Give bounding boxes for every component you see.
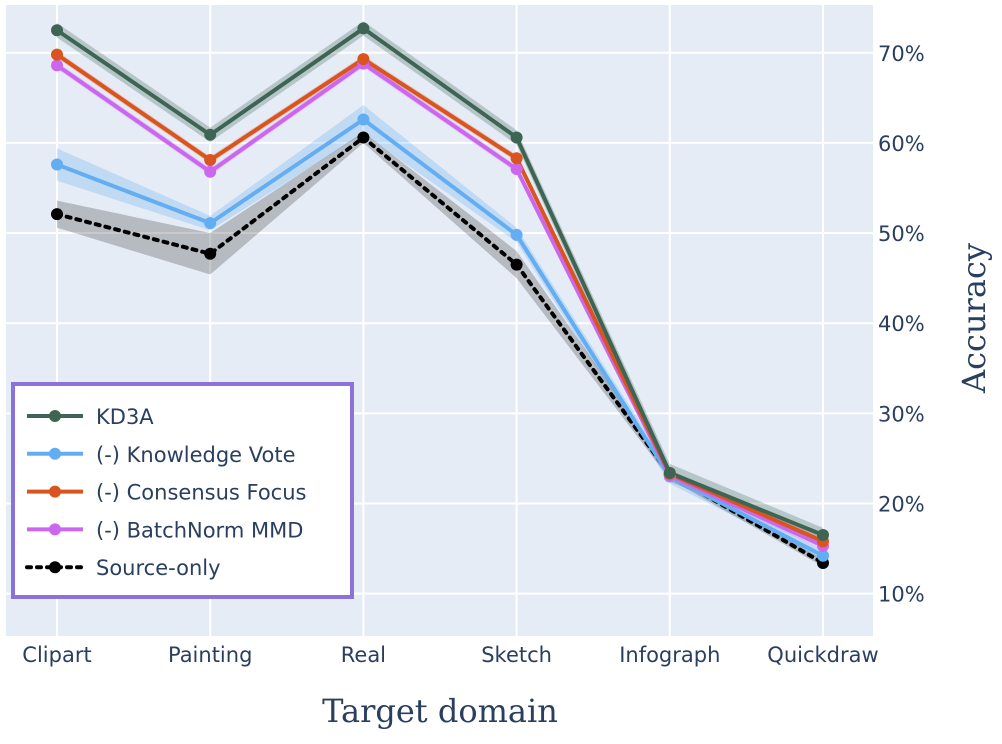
legend-item[interactable]: KD3A: [27, 405, 154, 429]
data-point: [357, 53, 370, 66]
legend-item[interactable]: Source-only: [25, 556, 221, 580]
data-point: [51, 59, 63, 72]
data-point: [204, 217, 217, 230]
x-tick-label: Quickdraw: [767, 643, 878, 667]
data-point: [51, 24, 63, 37]
legend-label: (-) Knowledge Vote: [96, 443, 296, 467]
legend-item[interactable]: (-) Consensus Focus: [27, 481, 306, 505]
data-point: [51, 208, 63, 221]
legend-item[interactable]: (-) Knowledge Vote: [27, 443, 296, 467]
legend-item[interactable]: (-) BatchNorm MMD: [27, 518, 303, 542]
y-tick-label: 20%: [878, 492, 925, 516]
y-tick-label: 70%: [878, 42, 925, 66]
data-point: [357, 113, 370, 126]
data-point: [510, 163, 523, 176]
legend[interactable]: KD3A (-) Knowledge Vote (-) Consensus Focu…: [11, 382, 354, 599]
data-point: [204, 247, 217, 260]
y-axis-ticks: 10% 20% 30% 40% 50% 60% 70%: [878, 42, 925, 607]
y-tick-label: 30%: [878, 402, 925, 426]
legend-swatch-marker: [49, 561, 61, 574]
data-point: [510, 152, 523, 165]
data-point: [510, 258, 523, 271]
legend-swatch-marker: [49, 410, 61, 422]
confidence-band: [57, 132, 823, 567]
data-point: [204, 128, 217, 141]
series-line: [55, 61, 824, 548]
data-point: [510, 131, 523, 144]
y-tick-label: 10%: [878, 583, 925, 607]
x-axis-ticks: Clipart Painting Real Sketch Infograph Quickd…: [22, 643, 878, 667]
data-point: [817, 529, 829, 542]
y-tick-label: 40%: [878, 312, 925, 336]
y-tick-label: 50%: [878, 222, 925, 246]
data-point: [204, 154, 217, 167]
data-point: [817, 549, 829, 562]
x-tick-label: Painting: [168, 643, 252, 667]
x-tick-label: Infograph: [619, 643, 720, 667]
legend-label: (-) Consensus Focus: [96, 481, 306, 505]
data-point: [357, 131, 370, 144]
data-point: [510, 228, 523, 241]
legend-label: Source-only: [96, 556, 221, 580]
legend-label: KD3A: [96, 405, 154, 429]
data-point: [204, 165, 217, 178]
legend-swatch-marker: [49, 485, 61, 498]
legend-swatch-marker: [49, 447, 61, 460]
data-point: [357, 22, 370, 35]
x-axis-title: Target domain: [322, 692, 558, 730]
legend-swatch-marker: [49, 523, 61, 536]
x-tick-label: Clipart: [22, 643, 91, 667]
y-tick-label: 60%: [878, 132, 925, 156]
y-axis-title: Accuracy: [955, 243, 993, 394]
data-point: [51, 48, 63, 61]
x-tick-label: Real: [341, 643, 386, 667]
legend-label: (-) BatchNorm MMD: [96, 518, 303, 542]
series-markers: [51, 22, 829, 569]
x-tick-label: Sketch: [481, 643, 552, 667]
data-point: [663, 466, 676, 479]
series-line: [55, 26, 824, 537]
series-lines: [55, 26, 825, 565]
series-line: [56, 117, 824, 558]
data-point: [51, 158, 63, 171]
